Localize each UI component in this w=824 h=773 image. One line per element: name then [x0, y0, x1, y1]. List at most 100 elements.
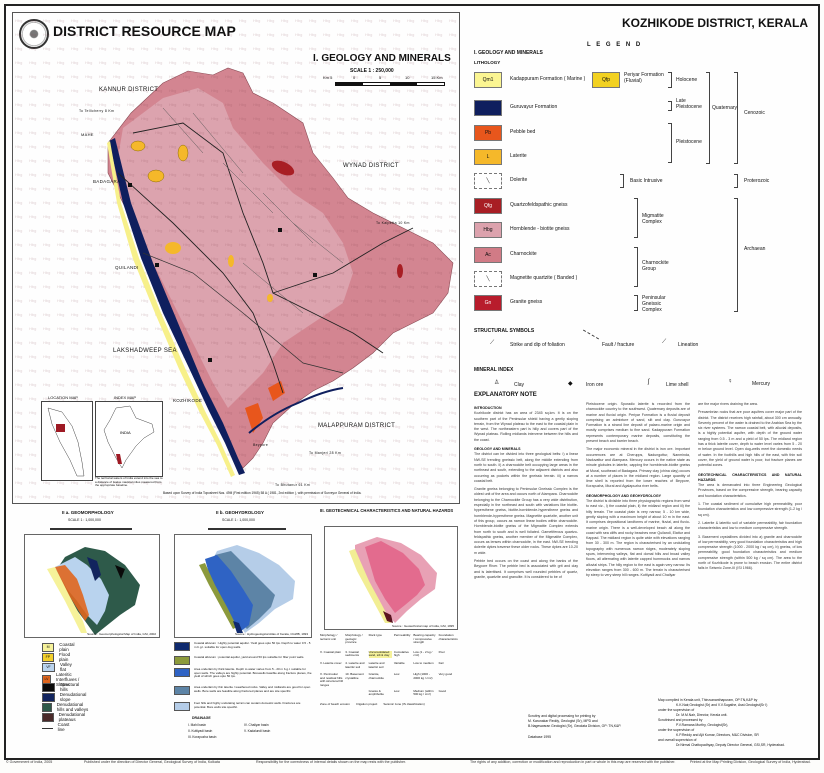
- drainage-item: IV. Chaliyar basin: [244, 723, 269, 727]
- mineral-title: MINERAL INDEX: [474, 367, 514, 373]
- road-tellicherry: To Tellicherry 8 Km: [79, 109, 115, 113]
- explanatory-note-title: EXPLANATORY NOTE: [474, 392, 537, 398]
- legend-half: KOZHIKODE DISTRICT, KERALA L E G E N D I…: [462, 6, 818, 758]
- drainage-item: III. Korapuzha basin: [188, 735, 217, 739]
- legend-swatch: M: [42, 642, 55, 652]
- legend-row: Coast line: [42, 722, 73, 732]
- table-cell: Unconsolidated sand, silt & clay: [368, 650, 392, 658]
- drainage-item: V. Kadalundi basin: [244, 729, 271, 733]
- legend-label: Foot hills and highly undulating terrain…: [194, 701, 301, 709]
- label-beypore: Beypore: [253, 443, 269, 447]
- label-iron-ore: Iron ore: [586, 382, 604, 388]
- credit-line: K.K.Nair,Geologist (Sr) and V.V.Sugathe,…: [676, 703, 768, 707]
- legend-label: Area underlain by thick laterite. Depth …: [194, 667, 312, 679]
- table-cell: High (1000 - 2000 kg / cm²): [413, 672, 433, 680]
- index-map: INDEX MAP INDIA: [95, 395, 163, 477]
- label-laterite: Laterite: [510, 153, 527, 159]
- table-header: Morphology / tectonic unit Morphology / …: [320, 633, 458, 645]
- table-cell: Low: [393, 672, 400, 677]
- label-kannur-district: KANNUR DISTRICT: [99, 87, 159, 93]
- note-paragraph: The area is demarcated into three Engine…: [698, 483, 802, 498]
- table-cell: X. Peninsular and residual hills with st…: [320, 672, 344, 687]
- note-column-2: Pleistocene origin. Sporadic laterite is…: [586, 402, 690, 582]
- hazard-beach-erosion: Zone of beach erosion: [320, 701, 350, 706]
- legend-row: Area underlain by thick laterite. Depth …: [174, 667, 312, 679]
- age-basic-intrusive: Basic Intrusive: [630, 178, 663, 184]
- bracket: [668, 72, 672, 88]
- swatch-magnetite: ╲: [474, 271, 502, 287]
- table-cell: Very good: [438, 672, 453, 677]
- hazard-legend: Zone of beach erosion Irrigation project…: [320, 701, 458, 707]
- table-cell: Variable: [393, 660, 405, 665]
- label-mercury: Mercury: [752, 381, 771, 387]
- legend-label: Coastal alluvium : Highly potential aqui…: [194, 641, 311, 649]
- age-charnockite-group: Charnockite Group: [642, 260, 669, 272]
- age-archaean: Archaean: [744, 246, 766, 252]
- note-paragraph: Precambrian rocks that are poor aquifers…: [698, 410, 802, 468]
- map-sheet: DISTRICT RESOURCE MAP I. GEOLOGY AND MIN…: [4, 4, 820, 760]
- label-badagara: BADAGARA: [93, 179, 121, 184]
- credit-line: Dr.Nirmal Chattopadhyay, Deputy Director…: [676, 743, 785, 747]
- hazard-seismic: Seismic zone (IS classification): [383, 701, 425, 706]
- hazard-irrigation: Irrigation project: [355, 701, 378, 706]
- bracket: [634, 295, 638, 311]
- legend-row: Coastal alluvium : Highly potential aqui…: [174, 641, 312, 651]
- legend-row: Structural hills: [42, 682, 82, 692]
- geohydrology-panel: II b. GEOHYDROLOGY SCALE 1 : 1,000,000 S…: [164, 506, 312, 754]
- swatch-granite-gneiss: Gn: [474, 295, 502, 311]
- legend-row: Coastal alluvium : potential aquifer, yi…: [174, 655, 304, 665]
- table-cell: Fair: [438, 660, 444, 665]
- geotechnical-panel: III. GEOTECHNICAL CHARACTERISTICS AND NA…: [316, 506, 458, 754]
- lime-shell-icon: ʃ: [648, 379, 650, 385]
- footer-copyright: © Government of India, 2005: [6, 760, 53, 764]
- svg-text:INDIA: INDIA: [120, 430, 131, 435]
- legend-label: Coastal plain: [59, 642, 75, 652]
- table-cell: Good: [438, 688, 446, 693]
- table-cell: Cumulative high: [393, 649, 409, 658]
- label-charnockite: Charnockite: [510, 251, 537, 257]
- bracket: [668, 123, 672, 163]
- note-column-3: are the major rivers draining the area. …: [698, 402, 802, 575]
- bracket: [620, 174, 624, 188]
- column-header: Morphology / tectonic unit: [320, 633, 338, 641]
- table-cell: Low: [393, 688, 400, 693]
- swatch-laterite: L: [474, 149, 502, 165]
- legend-label: Denudational hills and valleys: [56, 702, 89, 712]
- geohydrology-source: Source : Hydrogeological Atlas of Kerala…: [234, 632, 308, 636]
- legend-label: Lateritic Interfluves / Slopes: [56, 672, 80, 687]
- table-cell: 4. Laterite and lateritic soil: [345, 660, 365, 669]
- mercury-icon: ☿: [728, 379, 733, 385]
- geotechnical-table: Morphology / tectonic unit Morphology / …: [320, 633, 458, 707]
- table-cell: Medium (within 500 kg / cm²): [413, 688, 434, 697]
- table-cell: Low (1 - 2 kg / cm²): [413, 649, 433, 658]
- label-dolerite: Dolerite: [510, 177, 528, 183]
- geohydrology-scale: SCALE 1 : 1,000,000: [222, 518, 255, 522]
- clay-icon: ♙: [494, 380, 500, 386]
- credit-line: under the supervision of: [658, 728, 695, 732]
- index-map-note: The territorial waters of India extend i…: [95, 476, 163, 488]
- note-paragraph: Pleistocene origin. Sporadic laterite is…: [586, 402, 690, 444]
- lineation-icon: ⟋: [662, 339, 667, 345]
- label-wynad-district: WYNAD DISTRICT: [343, 163, 399, 169]
- note-heading: INTRODUCTION: [474, 406, 502, 410]
- age-migmatite: Migmatite Complex: [642, 213, 664, 225]
- structural-title: STRUCTURAL SYMBOLS: [474, 328, 535, 334]
- geomorphology-source: Source : Geomorphological Map of India, …: [87, 632, 156, 636]
- label-mahe: MAHE: [81, 132, 94, 137]
- table-cell: [345, 690, 366, 697]
- note-column-1: INTRODUCTION Kozhikode district has an ar…: [474, 402, 578, 583]
- note-paragraph: 3. Basement crystallines divided into a)…: [698, 534, 802, 571]
- geotechnical-source: Source : Geotechnical map of India, GSI,…: [391, 624, 454, 628]
- legend-row: FP Flood plain: [42, 652, 74, 662]
- scale-bar: [50, 528, 132, 530]
- footer: © Government of India, 2005 Published un…: [0, 758, 824, 770]
- note-paragraph: Granite gneiss belonging to Peninsular G…: [474, 487, 578, 555]
- legend-row: VF Valley flat: [42, 662, 75, 672]
- credit-line: Scrutinised and processed by: [658, 718, 703, 722]
- note-paragraph: Pebble bed occurs on the coast and along…: [474, 559, 578, 579]
- legend-heading: L E G E N D: [587, 42, 643, 48]
- note-paragraph: The district can be divided into three g…: [474, 452, 578, 483]
- bracket: [668, 101, 672, 111]
- road-bhutanur: To Bhutanur 61 Km: [275, 483, 311, 487]
- legend-label: Denudational plateaus: [58, 712, 86, 722]
